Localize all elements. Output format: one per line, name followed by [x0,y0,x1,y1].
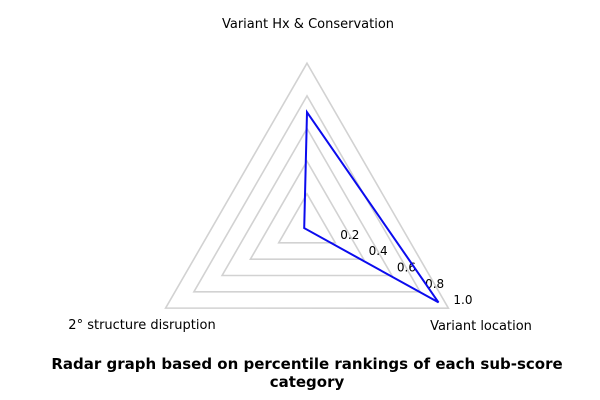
axis-label: Variant location [430,319,532,334]
tick-label: 0.2 [340,228,359,242]
tick-label: 0.4 [369,244,388,258]
grid-ring [164,61,450,310]
tick-label: 0.6 [397,261,416,275]
tick-label: 0.8 [425,277,444,291]
grid-ring [220,126,394,277]
data-polygon [303,109,440,304]
axis-label: Variant Hx & Conservation [222,17,394,32]
grid-ring [277,192,337,244]
axis-label: 2° structure disruption [68,318,215,333]
grid-ring [249,159,365,261]
tick-label: 1.0 [453,293,472,307]
figure-caption: Radar graph based on percentile rankings… [51,355,563,391]
